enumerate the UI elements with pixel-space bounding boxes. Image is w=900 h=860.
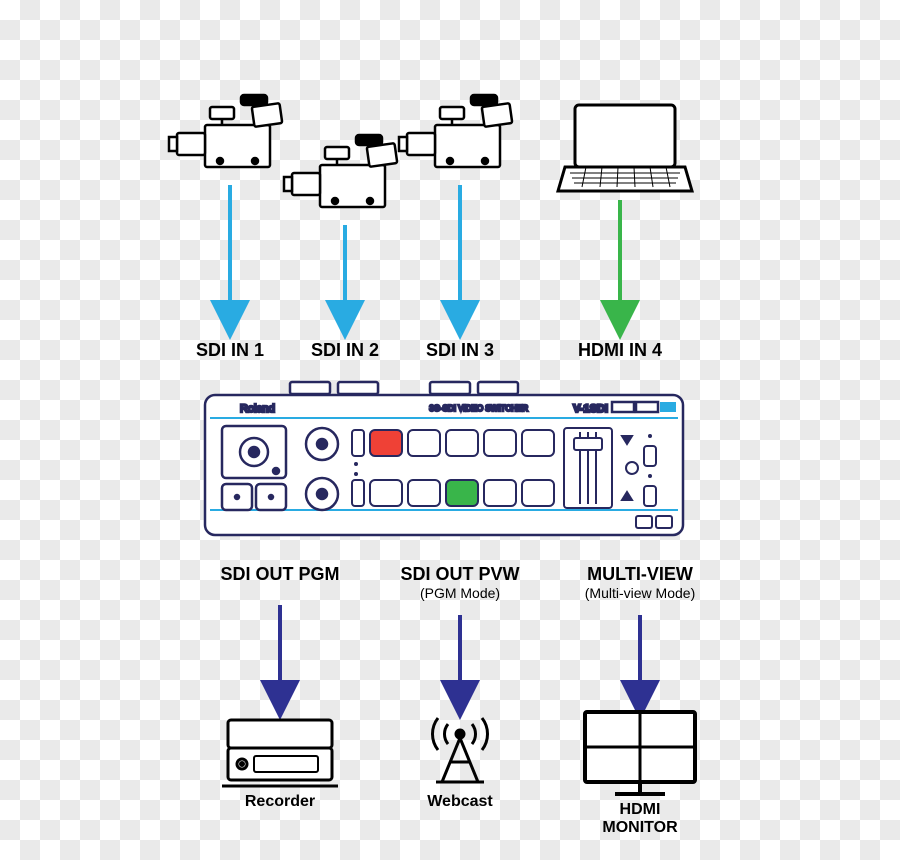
label-multi-view: MULTI-VIEW <box>587 564 693 584</box>
sub-sdi-out-pvw: (PGM Mode) <box>420 585 500 601</box>
camera-icon-3 <box>399 95 512 167</box>
label-sdi-in-2: SDI IN 2 <box>311 340 379 360</box>
webcast-icon <box>432 718 487 782</box>
label-hdmi-monitor-1: HDMI <box>620 801 661 818</box>
label-sdi-out-pvw: SDI OUT PVW <box>400 564 519 584</box>
camera-icon-1 <box>169 95 282 167</box>
camera-icon-2 <box>284 135 397 207</box>
switcher-device: Roland 3G-SDI VIDEO SWITCHER V-1SDI <box>205 382 683 535</box>
switcher-title: 3G-SDI VIDEO SWITCHER <box>429 404 528 413</box>
label-sdi-in-3: SDI IN 3 <box>426 340 494 360</box>
recorder-icon <box>222 720 338 786</box>
label-sdi-in-1: SDI IN 1 <box>196 340 264 360</box>
switcher-brand: Roland <box>240 403 275 415</box>
sub-multi-view: (Multi-view Mode) <box>585 585 695 601</box>
laptop-icon <box>558 105 692 191</box>
diagram-svg: SDI IN 1 SDI IN 2 SDI IN 3 HDMI IN 4 Rol… <box>0 0 900 860</box>
label-hdmi-monitor-2: MONITOR <box>602 819 678 836</box>
diagram-stage: SDI IN 1 SDI IN 2 SDI IN 3 HDMI IN 4 Rol… <box>0 0 900 860</box>
label-recorder: Recorder <box>245 793 315 810</box>
label-hdmi-in-4: HDMI IN 4 <box>578 340 662 360</box>
label-webcast: Webcast <box>427 793 493 810</box>
switcher-model: V-1SDI <box>573 403 608 415</box>
label-sdi-out-pgm: SDI OUT PGM <box>220 564 339 584</box>
hdmi-monitor-icon <box>585 712 695 794</box>
